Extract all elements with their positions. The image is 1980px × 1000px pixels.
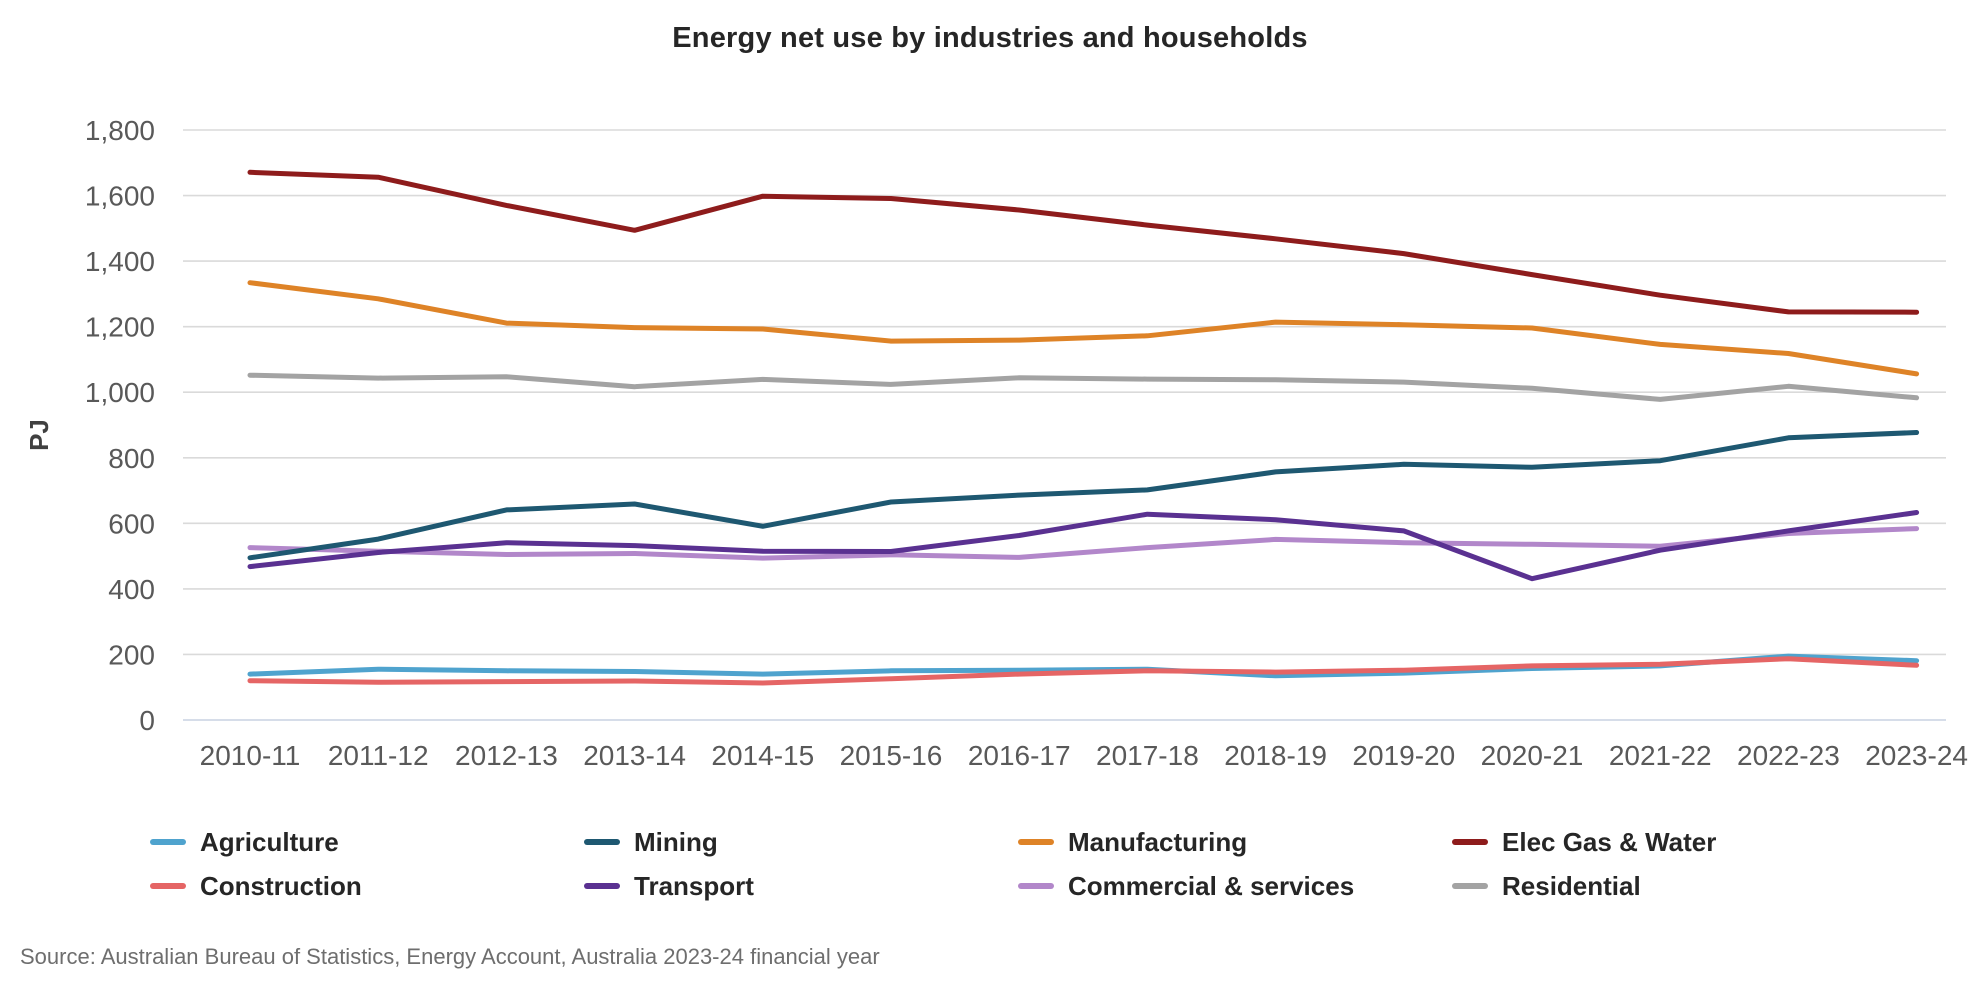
x-tick-label: 2015-16 [840,740,943,771]
y-axis-unit-label: PJ [24,419,54,451]
x-tick-label: 2010-11 [200,740,301,771]
x-tick-label: 2011-12 [328,740,429,771]
y-tick-label: 600 [108,508,155,539]
x-tick-label: 2014-15 [711,740,814,771]
legend-item-commercial-services: Commercial & services [1018,870,1452,902]
series-line-mining [247,430,1920,561]
y-tick-label: 800 [108,443,155,474]
legend-item-agriculture: Agriculture [150,826,584,858]
legend-label-elec-gas-water: Elec Gas & Water [1502,826,1717,857]
legend-label-transport: Transport [634,870,754,901]
y-tick-label: 1,200 [85,312,155,343]
x-tick-label: 2018-19 [1224,740,1327,771]
legend-label-construction: Construction [200,870,362,901]
series-line-residential [247,372,1920,402]
legend-label-residential: Residential [1502,870,1641,901]
x-tick-label: 2013-14 [583,740,686,771]
legend-label-commercial-services: Commercial & services [1068,870,1355,901]
elec-gas-water-swatch [1452,839,1488,845]
y-tick-label: 1,400 [85,246,155,277]
manufacturing-swatch [1018,839,1054,845]
y-tick-label: 200 [108,639,155,670]
legend-item-construction: Construction [150,870,584,902]
x-tick-label: 2017-18 [1096,740,1199,771]
y-tick-label: 0 [139,705,155,736]
series-line-elec-gas-water [247,169,1920,315]
x-tick-label: 2019-20 [1352,740,1455,771]
legend-label-manufacturing: Manufacturing [1068,826,1248,857]
legend-label-mining: Mining [634,826,718,857]
x-tick-label: 2020-21 [1481,740,1584,771]
legend-item-residential: Residential [1452,870,1940,902]
chart-title: Energy net use by industries and househo… [672,22,1308,54]
residential-swatch [1452,883,1488,889]
series-line-manufacturing [247,280,1920,377]
legend-item-transport: Transport [584,870,1018,902]
legend-label-agriculture: Agriculture [200,826,339,857]
agriculture-swatch [150,839,186,845]
x-tick-label: 2012-13 [455,740,558,771]
series-line-construction [247,656,1920,686]
transport-swatch [584,883,620,889]
legend-item-elec-gas-water: Elec Gas & Water [1452,826,1940,858]
x-tick-label: 2016-17 [968,740,1071,771]
line-chart-plot-area: 0 200 400 600 800 1,000 1,200 1,400 1,600 1,800 20… [24,115,1968,771]
legend: Agriculture Mining Manufacturing Elec Gas &… [150,826,1940,902]
y-tick-label: 400 [108,574,155,605]
source-note: Source: Australian Bureau of Statistics,… [20,944,880,969]
y-tick-label: 1,600 [85,181,155,212]
x-tick-label: 2021-22 [1609,740,1712,771]
series-line-transport [247,510,1920,582]
legend-item-manufacturing: Manufacturing [1018,826,1452,858]
x-tick-label: 2023-24 [1865,740,1968,771]
x-tick-label: 2022-23 [1737,740,1840,771]
mining-swatch [584,839,620,845]
commercial-services-swatch [1018,883,1054,889]
legend-item-mining: Mining [584,826,1018,858]
series-line-commercial-services [247,526,1920,561]
y-tick-label: 1,000 [85,377,155,408]
y-tick-label: 1,800 [85,115,155,146]
construction-swatch [150,883,186,889]
